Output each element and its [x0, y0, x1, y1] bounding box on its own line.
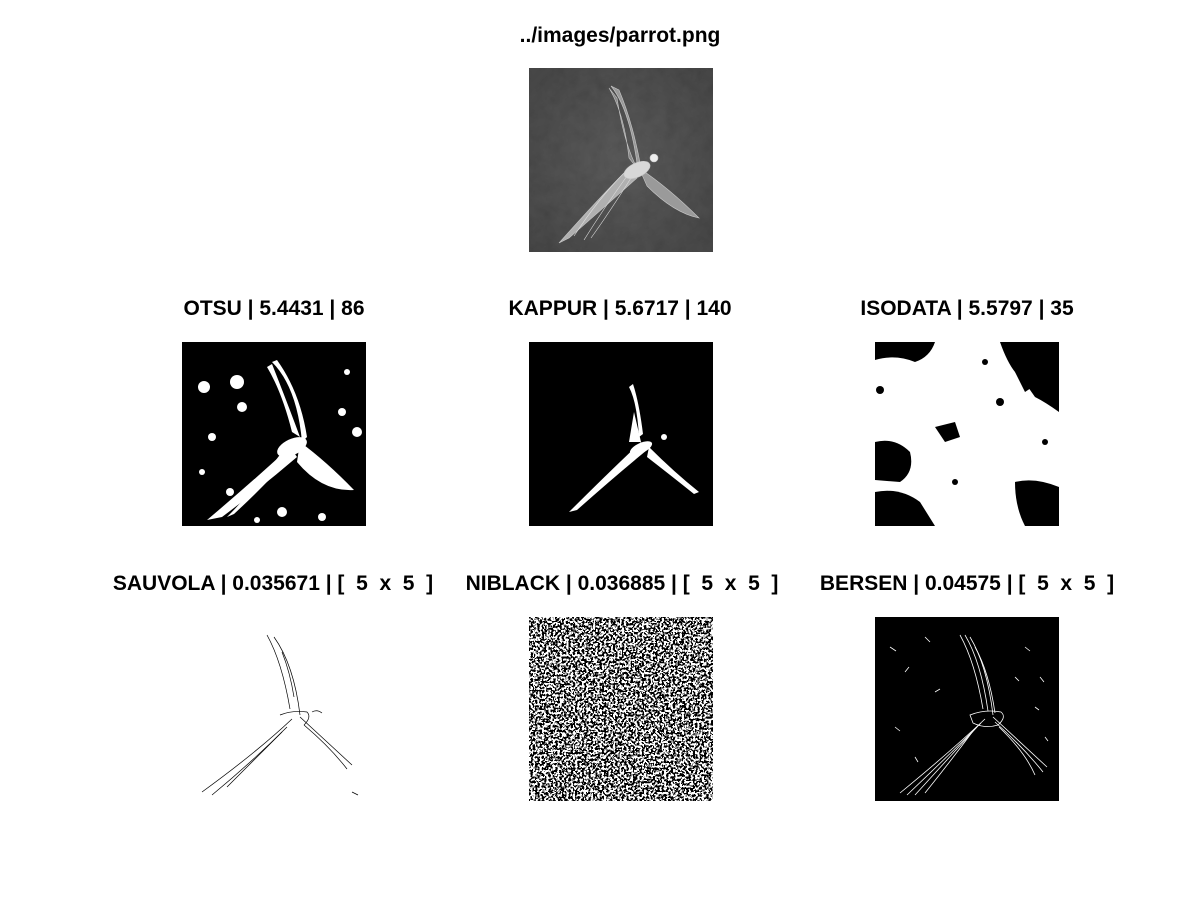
original-parrot-image	[529, 68, 713, 252]
niblack-result-image	[529, 617, 713, 801]
sauvola-result-image	[182, 617, 366, 801]
sauvola-title: SAUVOLA | 0.035671 | [ 5 x 5 ]	[112, 572, 434, 595]
isodata-title: ISODATA | 5.5797 | 35	[860, 297, 1074, 320]
kappur-result-image	[529, 342, 713, 526]
bersen-title: BERSEN | 0.04575 | [ 5 x 5 ]	[819, 572, 1115, 595]
isodata-result-image	[875, 342, 1059, 526]
original-image-title: ../images/parrot.png	[519, 24, 721, 47]
niblack-title: NIBLACK | 0.036885 | [ 5 x 5 ]	[465, 572, 779, 595]
bersen-result-image	[875, 617, 1059, 801]
otsu-title: OTSU | 5.4431 | 86	[183, 297, 365, 320]
otsu-result-image	[182, 342, 366, 526]
kappur-title: KAPPUR | 5.6717 | 140	[508, 297, 732, 320]
